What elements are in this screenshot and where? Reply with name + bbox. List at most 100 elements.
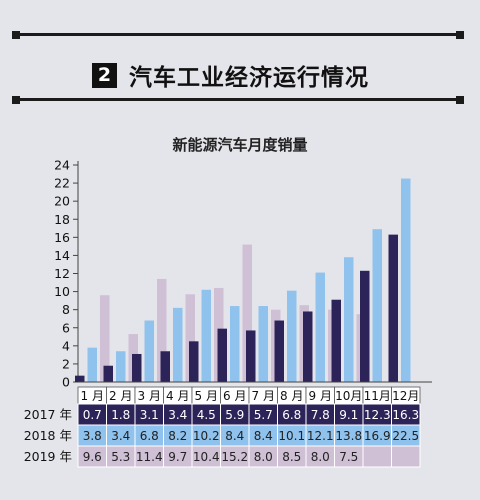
month-label: 1 月: [81, 389, 104, 403]
y-tick-label: 22: [54, 176, 70, 191]
y-tick-label: 12: [54, 266, 70, 281]
bar-2018: [315, 272, 325, 382]
y-tick-label: 2: [62, 356, 70, 371]
table-value: 9.1: [339, 408, 358, 422]
bar-2018: [401, 178, 411, 382]
bar-2017: [388, 234, 398, 382]
month-label: 8 月: [280, 389, 303, 403]
bar-2017: [217, 328, 227, 382]
table-value: 8.5: [282, 450, 301, 464]
bar-2019: [242, 244, 252, 382]
month-label: 7 月: [252, 389, 275, 403]
y-tick-label: 8: [62, 302, 70, 317]
section-header: 2 汽车工业经济运行情况: [92, 58, 369, 92]
table-value: 5.9: [225, 408, 244, 422]
table-value: 3.4: [168, 408, 187, 422]
bar-2017: [160, 351, 170, 382]
bar-2019: [185, 294, 195, 382]
table-value: 6.8: [140, 429, 159, 443]
table-value: 8.0: [311, 450, 330, 464]
table-value: 5.7: [254, 408, 273, 422]
bar-2018: [344, 257, 354, 382]
table-value: 13.8: [335, 429, 362, 443]
y-tick-label: 10: [54, 284, 70, 299]
month-label: 3 月: [138, 389, 161, 403]
table-value: 16.9: [364, 429, 391, 443]
table-value: 7.8: [311, 408, 330, 422]
bar-2018: [144, 320, 154, 382]
table-value: 3.4: [111, 429, 130, 443]
month-label: 6 月: [223, 389, 246, 403]
table-value: 7.5: [339, 450, 358, 464]
table-value: 11.4: [136, 450, 163, 464]
bar-2017: [246, 330, 256, 382]
y-tick-label: 18: [54, 212, 70, 227]
bottom-rule-left-end: [12, 96, 20, 104]
bottom-rule-right-end: [456, 96, 464, 104]
bar-2017: [360, 270, 370, 382]
y-tick-label: 4: [62, 338, 70, 353]
bar-2018: [201, 289, 211, 382]
table-value: 16.3: [392, 408, 419, 422]
table-value: 0.7: [83, 408, 102, 422]
table-value: 15.2: [221, 450, 248, 464]
table-value: 8.2: [168, 429, 187, 443]
table-value: 3.1: [140, 408, 159, 422]
month-label: 12月: [392, 389, 419, 403]
bar-2017: [189, 341, 199, 382]
bar-2018: [87, 347, 97, 382]
bar-2018: [173, 307, 183, 382]
table-value: 6.8: [282, 408, 301, 422]
y-tick-label: 14: [54, 248, 70, 263]
table-value: 4.5: [197, 408, 216, 422]
month-label: 9 月: [309, 389, 332, 403]
bar-2018: [230, 306, 240, 382]
month-label: 2 月: [109, 389, 132, 403]
table-value: 12.3: [364, 408, 391, 422]
y-tick-label: 0: [62, 375, 70, 390]
y-tick-label: 16: [54, 230, 70, 245]
series-label-2017: 2017 年: [24, 407, 72, 422]
table-value: 9.7: [168, 450, 187, 464]
month-label: 11月: [364, 389, 391, 403]
table-value: 10.1: [278, 429, 305, 443]
y-tick-label: 24: [54, 158, 70, 173]
bar-2019: [100, 295, 110, 382]
table-value: 1.8: [111, 408, 130, 422]
section-title: 汽车工业经济运行情况: [129, 65, 369, 91]
bar-2017: [303, 311, 313, 382]
bar-2018: [258, 306, 268, 382]
top-rule: [14, 33, 464, 36]
table-value: 12.1: [307, 429, 334, 443]
chart-title: 新能源汽车月度销量: [172, 136, 308, 154]
table-cell: [391, 445, 421, 468]
table-value: 8.0: [254, 450, 273, 464]
section-number: 2: [92, 62, 117, 88]
month-label: 10月: [335, 389, 362, 403]
bottom-rule: [14, 98, 464, 101]
top-rule-left-end: [12, 31, 20, 39]
bar-2019: [157, 278, 167, 382]
table-value: 8.4: [254, 429, 273, 443]
bar-2018: [116, 351, 126, 382]
month-label: 5 月: [195, 389, 218, 403]
table-value: 3.8: [83, 429, 102, 443]
table-cell: [362, 445, 392, 468]
table-value: 10.4: [193, 450, 220, 464]
month-label: 4 月: [166, 389, 189, 403]
table-value: 22.5: [392, 429, 419, 443]
bar-2018: [372, 229, 382, 382]
y-tick-label: 20: [54, 194, 70, 209]
series-label-2019: 2019 年: [24, 449, 72, 464]
table-value: 10.2: [193, 429, 220, 443]
bar-2018: [287, 290, 297, 382]
bar-2017: [75, 375, 85, 382]
y-tick-label: 6: [62, 320, 70, 335]
bar-2017: [274, 320, 284, 382]
bar-2017: [132, 353, 142, 382]
bar-2017: [331, 299, 341, 382]
table-value: 9.6: [83, 450, 102, 464]
series-label-2018: 2018 年: [24, 428, 72, 443]
table-value: 5.3: [111, 450, 130, 464]
